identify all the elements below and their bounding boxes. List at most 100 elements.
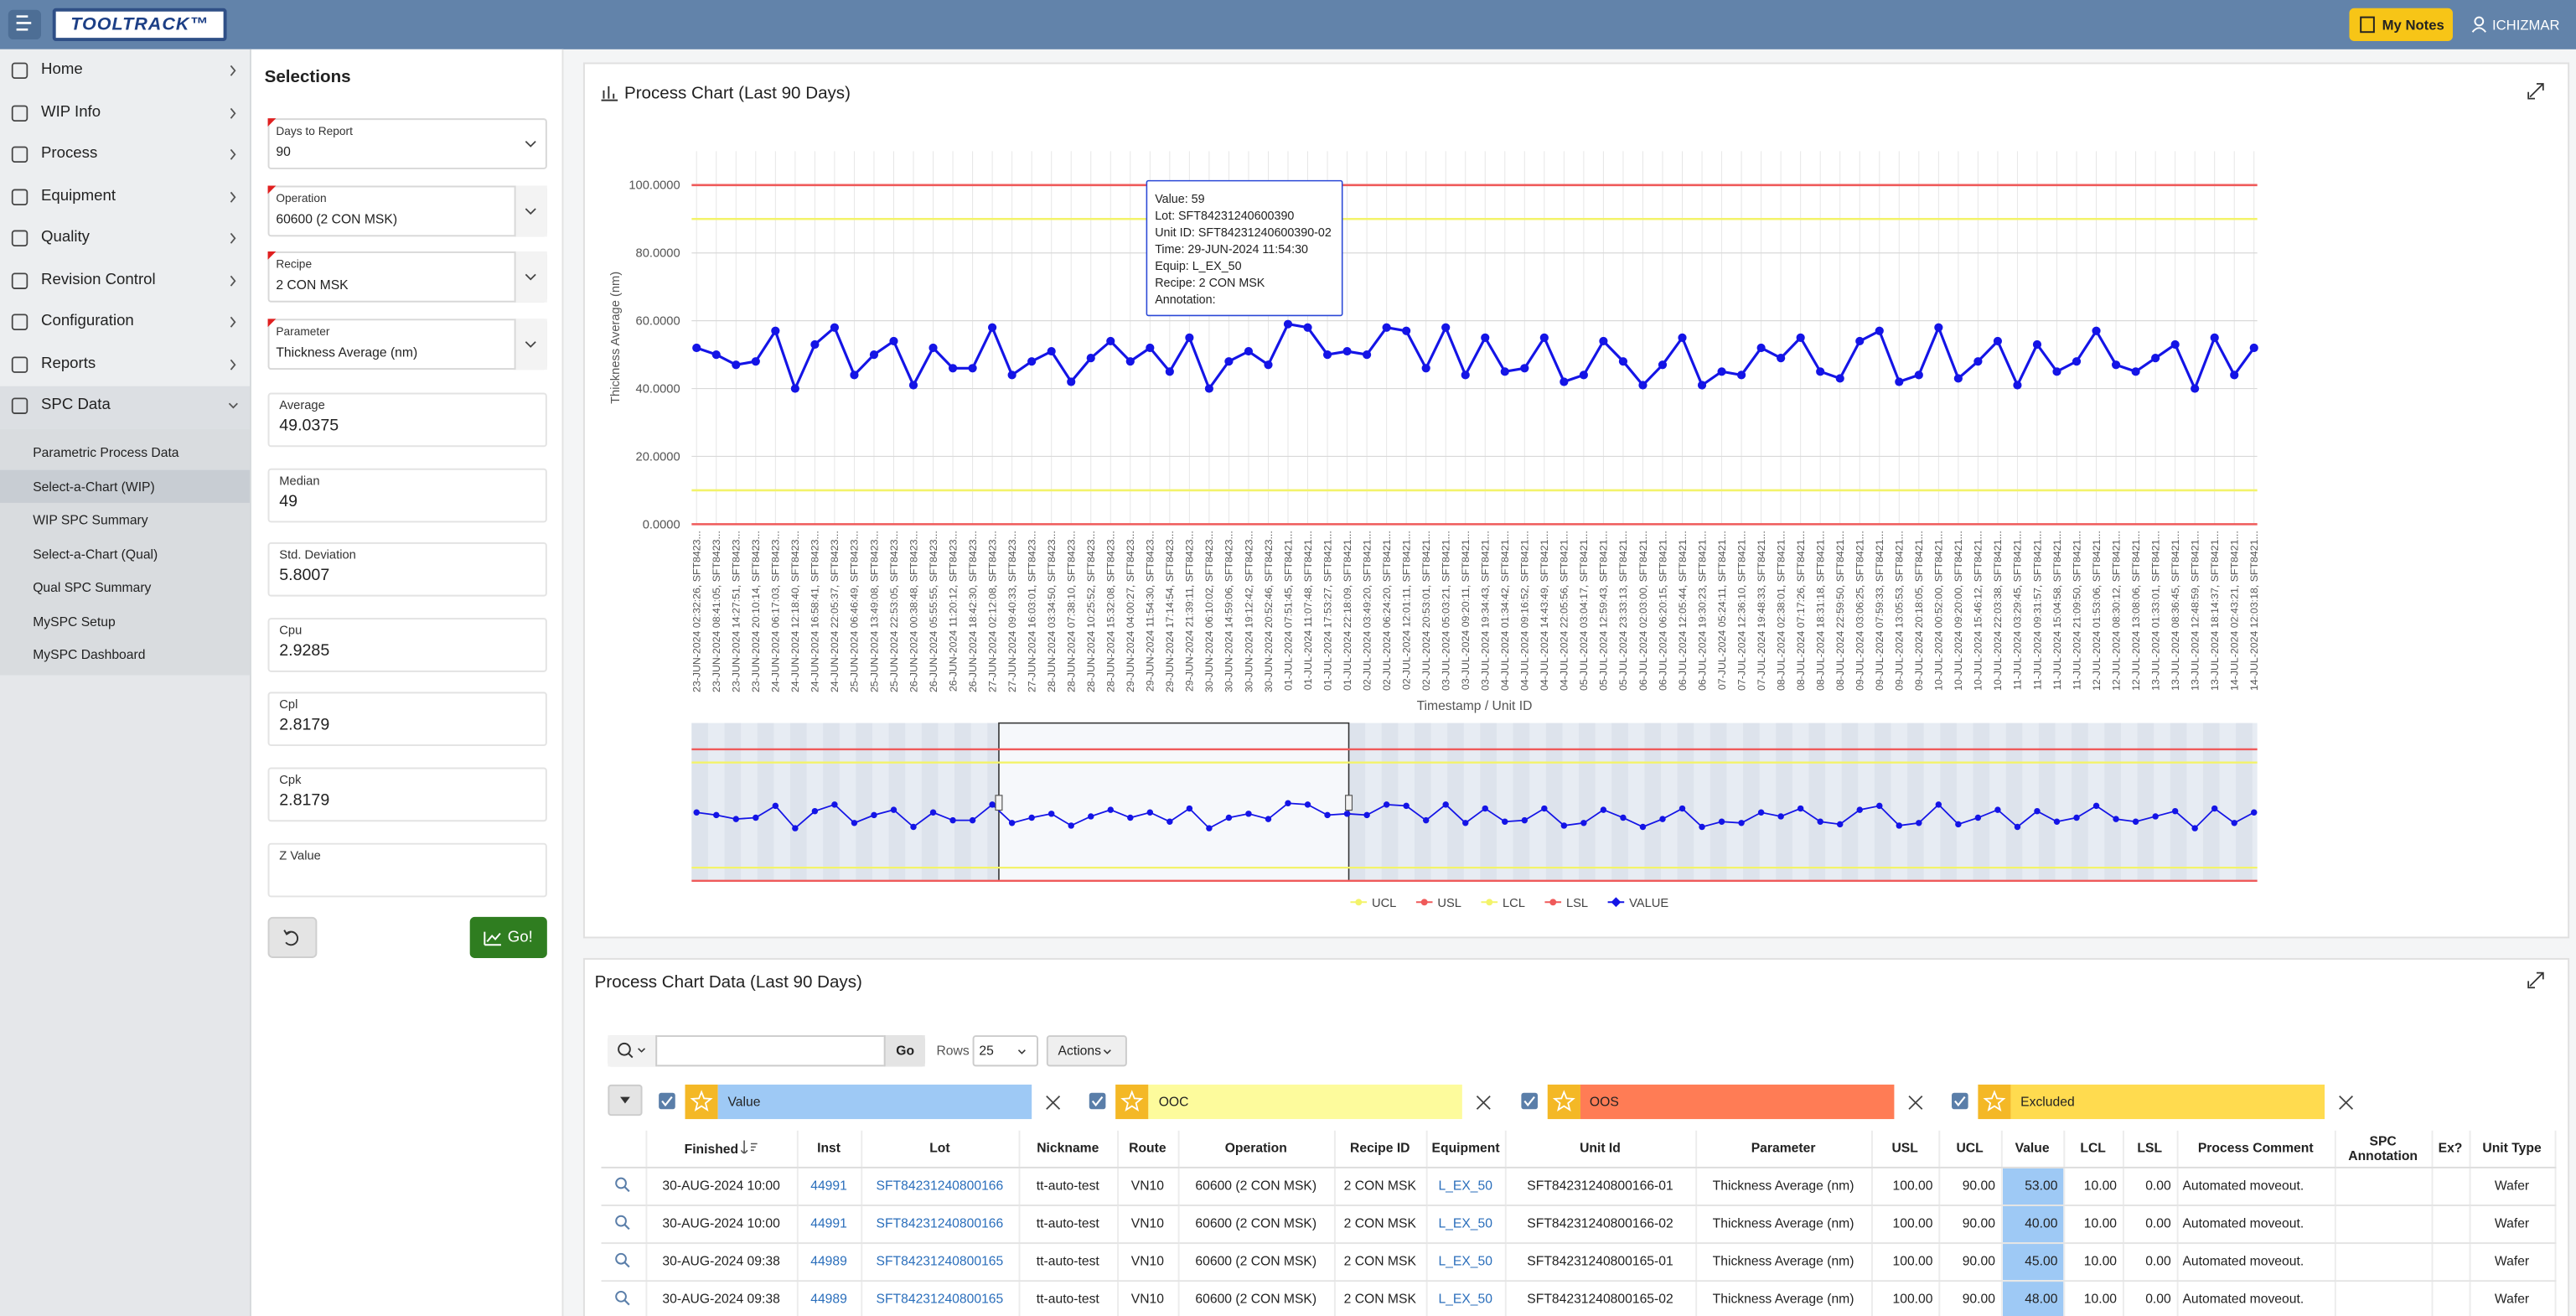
- filter-chip[interactable]: Excluded: [2010, 1085, 2324, 1119]
- series-point: [1166, 367, 1174, 376]
- navigator-point: [1758, 810, 1764, 816]
- nav-label: Process: [41, 145, 222, 165]
- series-point: [1855, 337, 1864, 345]
- navigator-point: [1679, 806, 1685, 811]
- series-point: [1205, 384, 1213, 392]
- filter-chip[interactable]: OOS: [1580, 1085, 1893, 1119]
- nav-icon: [10, 187, 30, 207]
- link-cell[interactable]: 44991: [797, 1167, 861, 1205]
- navigator-point: [871, 812, 877, 818]
- header-cell[interactable]: Unit Type: [2470, 1131, 2555, 1167]
- link-cell[interactable]: SFT84231240800165: [861, 1242, 1018, 1280]
- navigator-point: [1009, 820, 1015, 826]
- navigator-point: [2172, 808, 2178, 814]
- link-cell[interactable]: 44989: [797, 1242, 861, 1280]
- series-point: [2171, 340, 2180, 349]
- header-cell[interactable]: LSL: [2123, 1131, 2177, 1167]
- x-tick-label: 13-JUL-2024 12:48:59, SFT8421...: [2189, 531, 2201, 691]
- x-tick-label: 07-JUL-2024 12:36:10, SFT8421...: [1735, 531, 1747, 691]
- link-cell[interactable]: L_EX_50: [1426, 1205, 1505, 1242]
- series-point: [1777, 354, 1785, 362]
- magnifier-lens: [617, 1215, 627, 1225]
- series-point: [2072, 357, 2081, 365]
- nav-icon-shape: [13, 314, 28, 329]
- link-cell[interactable]: L_EX_50: [1426, 1242, 1505, 1280]
- table-cell: Automated moveout.: [2177, 1205, 2335, 1242]
- table-cell: Automated moveout.: [2177, 1167, 2335, 1205]
- table-cell: SFT84231240800165-01: [1505, 1242, 1695, 1280]
- series-point: [1383, 324, 1391, 332]
- field-label: Operation: [276, 192, 505, 209]
- header-cell[interactable]: Route: [1117, 1131, 1178, 1167]
- nav-label: Reports: [41, 354, 222, 374]
- field-value: 90: [276, 143, 505, 162]
- x-tick-label: 04-JUL-2024 01:34:42, SFT8421...: [1499, 531, 1511, 691]
- row-detail-icon[interactable]: [615, 1176, 632, 1193]
- navigator-point: [1561, 822, 1567, 828]
- series-point: [1757, 344, 1766, 352]
- magnifier-handle: [625, 1186, 629, 1190]
- link-cell[interactable]: 44991: [797, 1205, 861, 1242]
- header-cell[interactable]: Process Comment: [2177, 1131, 2335, 1167]
- row-detail-icon[interactable]: [615, 1214, 632, 1231]
- series-point: [1875, 327, 1884, 335]
- header-cell[interactable]: Parameter: [1695, 1131, 1871, 1167]
- x-tick-label: 14-JUL-2024 02:43:21, SFT8421...: [2229, 531, 2241, 691]
- header-cell[interactable]: SPC Annotation: [2335, 1131, 2432, 1167]
- series-point: [2151, 354, 2160, 362]
- field-arrow-path: [525, 142, 535, 147]
- series-point: [791, 384, 799, 392]
- filter-chip[interactable]: OOC: [1149, 1085, 1462, 1119]
- x-tick-label: 29-JUN-2024 04:00:27, SFT8423...: [1125, 531, 1136, 692]
- header-cell[interactable]: Recipe ID: [1334, 1131, 1426, 1167]
- notes-icon-shape: [2361, 18, 2374, 33]
- header-cell[interactable]: Nickname: [1018, 1131, 1117, 1167]
- row-detail-icon[interactable]: [615, 1251, 632, 1268]
- navigator-point: [989, 801, 995, 807]
- navigator-point: [851, 820, 857, 826]
- legend-swatch: [1355, 899, 1362, 905]
- dropdown-caret-path: [1018, 1050, 1025, 1054]
- header-cell[interactable]: Equipment: [1426, 1131, 1505, 1167]
- user-name[interactable]: ICHIZMAR: [2492, 15, 2574, 35]
- header-cell[interactable]: Lot: [861, 1131, 1018, 1167]
- table-card-title: Process Chart Data (Last 90 Days): [595, 973, 1252, 994]
- header-cell[interactable]: LCL: [2063, 1131, 2123, 1167]
- stat-label: Z Value: [279, 847, 525, 864]
- link-cell[interactable]: SFT84231240800166: [861, 1205, 1018, 1242]
- header-cell[interactable]: Value: [2001, 1131, 2063, 1167]
- header-cell[interactable]: Ex?: [2431, 1131, 2469, 1167]
- filter-remove-icon: [1477, 1096, 1491, 1110]
- checkmark-path: [662, 1097, 672, 1106]
- navigator-point: [1975, 815, 1981, 821]
- navigator-point: [1738, 820, 1744, 826]
- navigator-point: [1344, 811, 1350, 816]
- navigator-point: [694, 810, 700, 816]
- x-tick-label: 02-JUL-2024 12:01:11, SFT8421...: [1400, 531, 1412, 690]
- series-point: [2112, 360, 2120, 369]
- go-button[interactable]: Go!: [470, 917, 547, 958]
- checkmark: [1952, 1093, 1968, 1110]
- link-cell[interactable]: SFT84231240800166: [861, 1167, 1018, 1205]
- navigator-stripe: [725, 723, 742, 881]
- series-point: [1619, 357, 1627, 365]
- search-go-button[interactable]: Go: [884, 1035, 925, 1066]
- filter-chip[interactable]: Value: [718, 1085, 1032, 1119]
- header-cell[interactable]: Inst: [797, 1131, 861, 1167]
- row-detail-cell: [602, 1280, 646, 1316]
- navigator-point: [1659, 816, 1665, 821]
- header-cell[interactable]: USL: [1871, 1131, 1938, 1167]
- link-cell[interactable]: 44989: [797, 1280, 861, 1316]
- navigator-stripe: [2104, 723, 2121, 881]
- header-cell[interactable]: Finished: [645, 1131, 796, 1167]
- x-tick-label: 08-JUL-2024 07:17:26, SFT8421...: [1795, 531, 1807, 691]
- link-cell[interactable]: SFT84231240800165: [861, 1280, 1018, 1316]
- header-cell[interactable]: Unit Id: [1505, 1131, 1695, 1167]
- field-arrow: [522, 339, 539, 352]
- link-cell[interactable]: L_EX_50: [1426, 1167, 1505, 1205]
- header-cell[interactable]: UCL: [1938, 1131, 2000, 1167]
- link-cell[interactable]: L_EX_50: [1426, 1280, 1505, 1316]
- row-detail-icon[interactable]: [615, 1289, 632, 1306]
- navigator-point: [1324, 812, 1330, 818]
- header-cell[interactable]: Operation: [1178, 1131, 1334, 1167]
